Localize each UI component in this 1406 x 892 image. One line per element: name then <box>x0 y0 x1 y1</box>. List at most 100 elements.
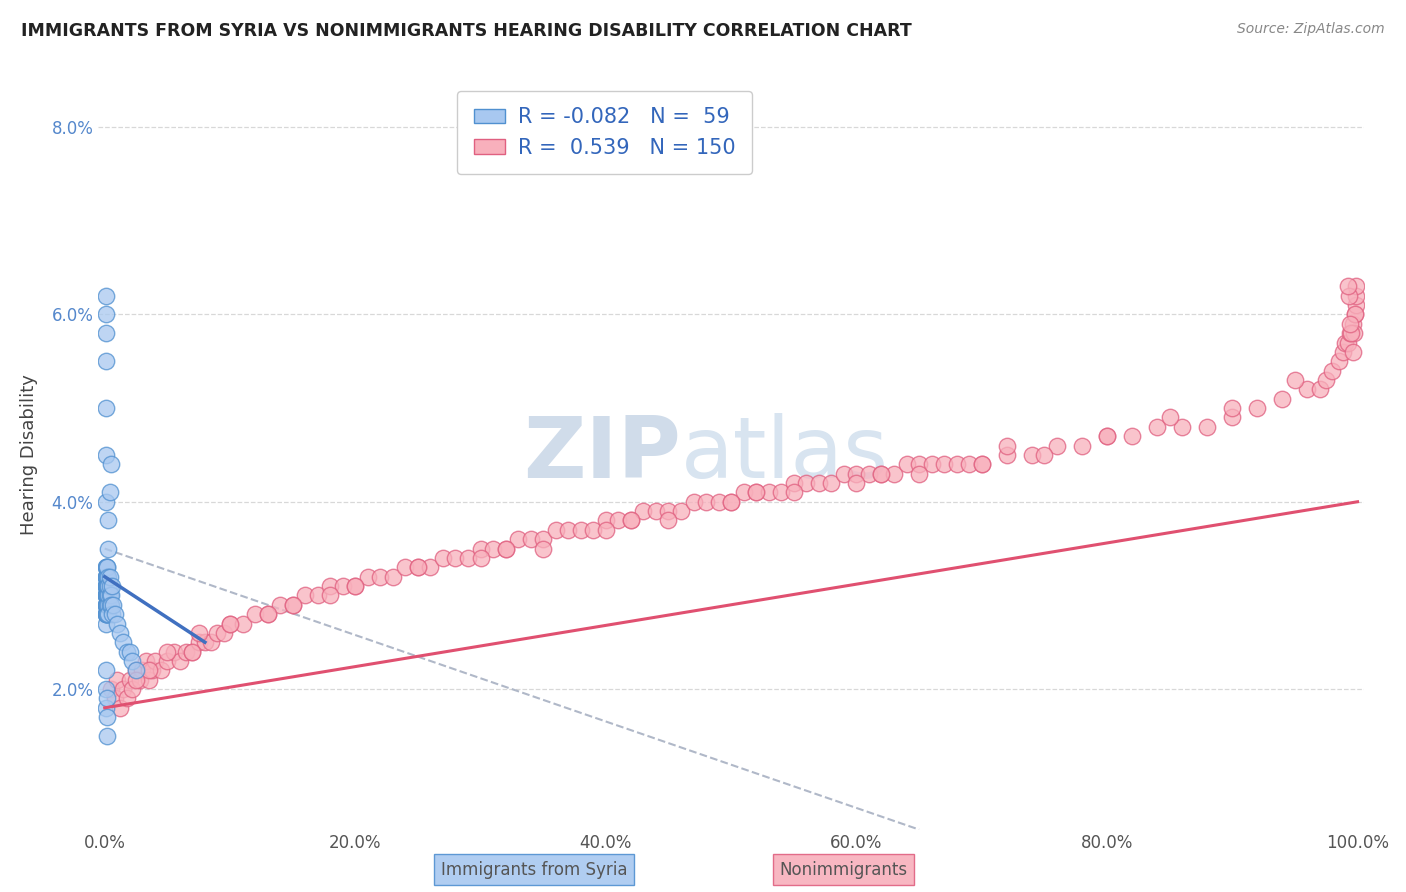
Point <box>1337 289 1360 303</box>
Point <box>1159 410 1181 425</box>
Point <box>256 607 278 621</box>
Point <box>97 579 120 593</box>
Point <box>97 598 120 612</box>
Point <box>1341 317 1364 331</box>
Point <box>1322 364 1344 378</box>
Point <box>94 607 117 621</box>
Text: Nonimmigrants: Nonimmigrants <box>779 861 908 879</box>
Point <box>156 644 179 658</box>
Point <box>1095 429 1118 443</box>
Point <box>187 626 209 640</box>
Point <box>94 589 117 603</box>
Point <box>97 541 120 556</box>
Point <box>100 598 122 612</box>
Point <box>495 541 517 556</box>
Point <box>1340 326 1362 340</box>
Point <box>444 550 467 566</box>
Point <box>108 701 131 715</box>
Point <box>845 475 868 490</box>
Point <box>94 579 117 593</box>
Point <box>1343 326 1365 340</box>
Point <box>143 654 166 668</box>
Point <box>669 504 692 518</box>
Point <box>707 494 730 508</box>
Point <box>97 579 120 593</box>
Point <box>406 560 429 574</box>
Point <box>1315 373 1337 387</box>
Point <box>307 589 329 603</box>
Point <box>200 635 222 649</box>
Point <box>101 607 124 621</box>
Point <box>845 467 868 481</box>
Point <box>1346 279 1368 293</box>
Point <box>620 513 643 527</box>
Point <box>1071 438 1094 452</box>
Point <box>394 560 416 574</box>
Point <box>1033 448 1056 462</box>
Point <box>97 513 120 527</box>
Point <box>94 607 117 621</box>
Point <box>96 560 118 574</box>
Point <box>112 635 135 649</box>
Point <box>105 616 128 631</box>
Point <box>96 589 118 603</box>
Point <box>94 579 117 593</box>
Point <box>96 579 118 593</box>
Point <box>1271 392 1294 406</box>
Point <box>1334 335 1357 350</box>
Point <box>94 307 117 322</box>
Point <box>150 664 173 678</box>
Point <box>138 673 160 687</box>
Point <box>957 457 980 471</box>
Point <box>94 570 117 584</box>
Point <box>1296 382 1319 396</box>
Point <box>96 598 118 612</box>
Point <box>1346 298 1368 312</box>
Point <box>98 570 121 584</box>
Point <box>96 589 118 603</box>
Point <box>174 644 197 658</box>
Point <box>807 475 830 490</box>
Point <box>94 616 117 631</box>
Point <box>97 589 120 603</box>
Point <box>156 654 179 668</box>
Point <box>682 494 704 508</box>
Point <box>194 635 217 649</box>
Point <box>94 589 117 603</box>
Point <box>1121 429 1143 443</box>
Point <box>633 504 655 518</box>
Point <box>101 579 124 593</box>
Point <box>96 579 118 593</box>
Point <box>582 523 605 537</box>
Point <box>94 570 117 584</box>
Point <box>1046 438 1069 452</box>
Point <box>1339 326 1361 340</box>
Point <box>970 457 993 471</box>
Point <box>96 691 118 706</box>
Point <box>219 616 242 631</box>
Point <box>344 579 367 593</box>
Text: ZIP: ZIP <box>523 413 681 497</box>
Point <box>94 354 117 368</box>
Point <box>243 607 266 621</box>
Text: IMMIGRANTS FROM SYRIA VS NONIMMIGRANTS HEARING DISABILITY CORRELATION CHART: IMMIGRANTS FROM SYRIA VS NONIMMIGRANTS H… <box>21 22 912 40</box>
Point <box>294 589 316 603</box>
Point <box>531 541 554 556</box>
Point <box>118 673 141 687</box>
Point <box>219 616 242 631</box>
Point <box>569 523 592 537</box>
Point <box>98 589 121 603</box>
Point <box>94 598 117 612</box>
Point <box>94 560 117 574</box>
Point <box>98 579 121 593</box>
Point <box>381 570 404 584</box>
Point <box>1346 289 1368 303</box>
Point <box>733 485 755 500</box>
Point <box>125 664 148 678</box>
Point <box>94 289 117 303</box>
Point <box>870 467 893 481</box>
Point <box>96 607 118 621</box>
Point <box>96 598 118 612</box>
Point <box>657 504 679 518</box>
Point <box>1095 429 1118 443</box>
